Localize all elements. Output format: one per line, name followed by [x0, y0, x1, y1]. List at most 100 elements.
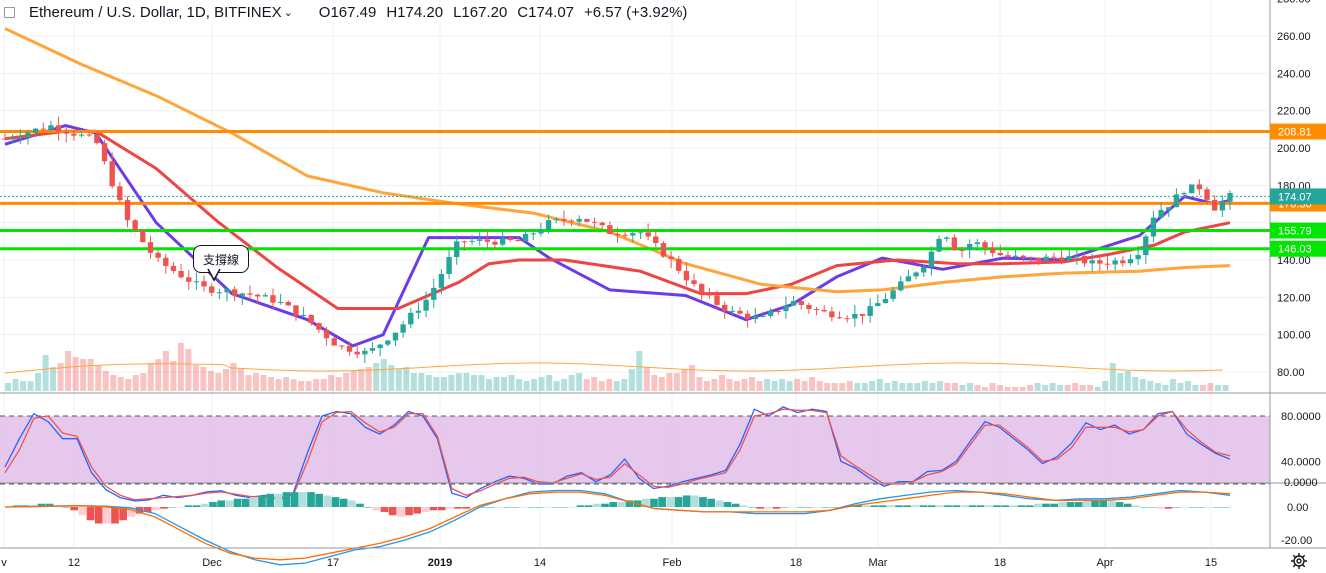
symbol-header[interactable]: Ethereum / U.S. Dollar, 1D, BITFINEX ⌄ O… [4, 2, 698, 22]
volume-bar [12, 379, 19, 391]
volume-bar [531, 379, 538, 391]
volume-bar [365, 367, 372, 391]
symbol-title[interactable]: Ethereum / U.S. Dollar, 1D, BITFINEX [29, 3, 282, 21]
volume-bar [245, 375, 252, 391]
volume-bar [1162, 385, 1169, 391]
candle-body [186, 277, 192, 282]
chevron-down-icon[interactable]: ⌄ [283, 6, 293, 19]
candle-body [530, 233, 536, 235]
macd-histogram-bar [993, 505, 1001, 507]
candle-body [2, 138, 8, 140]
volume-bar [87, 359, 94, 391]
macd-histogram-bar [682, 495, 691, 507]
support-line-callout[interactable]: 支撐線 [193, 245, 249, 273]
volume-bar [869, 381, 876, 391]
time-tick-label: 14 [534, 557, 546, 569]
volume-bar [568, 375, 575, 391]
macd-histogram-bar [103, 507, 111, 524]
candle-body [790, 301, 797, 306]
macd-histogram-bar [372, 507, 381, 511]
macd-histogram-bar [299, 492, 307, 507]
volume-bar [636, 351, 643, 391]
candle-body [323, 329, 330, 339]
volume-bar [50, 367, 57, 391]
macd-histogram-bar [446, 507, 454, 509]
macd-histogram-bar [772, 507, 781, 509]
candle-body [515, 240, 521, 242]
macd-histogram-bar [462, 507, 470, 509]
volume-bar [192, 365, 199, 391]
volume-bar [1124, 371, 1131, 391]
candle-body [806, 304, 812, 309]
volume-bar [1072, 383, 1079, 391]
macd-histogram-bar [495, 507, 503, 508]
ma-slow-line [4, 27, 1231, 294]
candle-body [362, 350, 368, 355]
volume-bar [343, 373, 350, 391]
macd-histogram-bar [331, 497, 340, 507]
macd-histogram-bar [1172, 507, 1181, 508]
candle-body [614, 234, 621, 236]
macd-histogram-bar [290, 492, 299, 507]
candle-body [48, 125, 54, 130]
candle-body [331, 338, 337, 346]
candle-body [369, 348, 376, 351]
macd-histogram-bar [1107, 500, 1116, 507]
grid [0, 0, 1270, 548]
settings-gear-icon[interactable] [1290, 552, 1308, 570]
candle-body [484, 239, 491, 242]
time-tick-label: 2019 [428, 557, 452, 569]
volume-bar [268, 377, 275, 391]
macd-histogram-bar [1091, 500, 1099, 507]
candle-body [1104, 263, 1111, 265]
candle-body [277, 301, 284, 303]
volume-bar [418, 373, 425, 391]
candle-body [591, 221, 598, 223]
candle-body [967, 244, 973, 251]
candle-body [760, 315, 766, 317]
macd-histogram-bar [454, 507, 462, 509]
candle-body [959, 249, 965, 251]
volume-bar [628, 369, 635, 391]
candle-body [1081, 256, 1088, 264]
candle-body [676, 259, 682, 271]
volume-bar [1004, 387, 1011, 391]
candle-body [178, 270, 184, 278]
candle-body [262, 295, 268, 297]
volume-bar [553, 381, 560, 391]
candle-body [17, 137, 23, 139]
horizontal-levels[interactable] [0, 130, 1270, 251]
candle-body [117, 186, 123, 201]
macd-histogram-bar [470, 507, 479, 508]
macd-histogram-bar [1197, 507, 1205, 508]
macd-histogram-bar [878, 505, 887, 507]
volume-bar [215, 373, 222, 391]
volume-bar [1192, 385, 1199, 391]
time-axis[interactable]: v 12 Dec 17 2019 14 Feb 18 Mar 18 Apr 15 [1, 557, 1217, 569]
macd-histogram-bar [397, 507, 405, 517]
volume-bar [583, 379, 590, 391]
volume-bar [200, 367, 207, 391]
candle-body [431, 287, 437, 300]
volume-bar [816, 381, 823, 391]
price-axis[interactable]: 280.00260.00240.00220.00200.00180.00140.… [1277, 0, 1321, 547]
candle-body [423, 299, 429, 311]
macd-histogram-bar [1213, 507, 1222, 508]
macd-histogram-bar [821, 507, 830, 508]
collapse-icon[interactable] [4, 6, 15, 18]
candle-body [101, 143, 108, 162]
candle-body [492, 241, 498, 245]
candle-body [247, 293, 253, 295]
candle-body [584, 219, 590, 222]
candle-body [438, 273, 445, 288]
candle-body [499, 237, 506, 245]
macd-histogram-bar [780, 507, 789, 508]
macd-histogram-bar [715, 500, 724, 507]
stoch-tick-label: 40.0000 [1281, 456, 1321, 468]
volume-bar [884, 383, 891, 391]
volume-bar [1117, 373, 1124, 391]
candle-body [875, 303, 881, 307]
macd-line [4, 489, 1231, 566]
resistance-level-label: 208.81 [1278, 127, 1312, 139]
